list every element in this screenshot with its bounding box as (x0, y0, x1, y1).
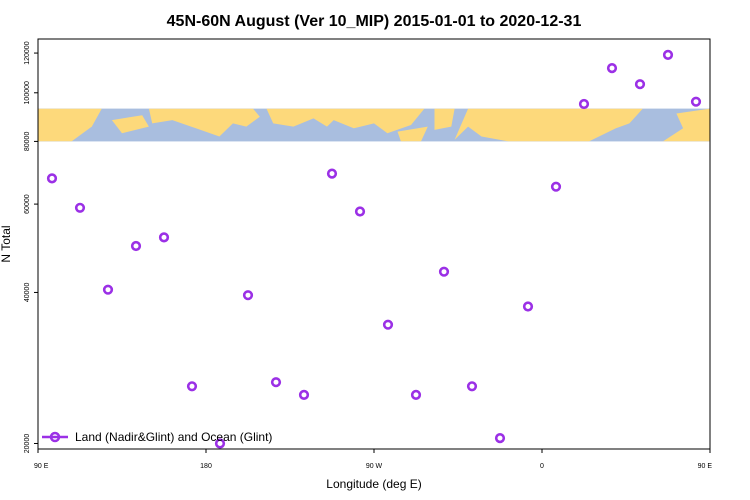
data-point (522, 301, 534, 312)
data-point (494, 433, 506, 444)
data-point (74, 202, 86, 213)
data-point (550, 181, 562, 192)
x-axis-label: Longitude (deg E) (326, 477, 421, 491)
x-tick-label: 90 W (366, 463, 383, 470)
map-land (454, 108, 643, 142)
data-point (438, 266, 450, 277)
data-point (102, 284, 114, 295)
data-point (214, 438, 226, 449)
data-points (46, 49, 702, 449)
data-point (354, 206, 366, 217)
data-point (662, 49, 674, 61)
y-tick-label: 60000 (24, 194, 31, 214)
data-point (158, 232, 170, 243)
x-tick-label: 180 (200, 463, 212, 470)
map-land (397, 126, 428, 142)
chart-title: 45N-60N August (Ver 10_MIP) 2015-01-01 t… (167, 13, 582, 30)
map-land (111, 115, 149, 134)
data-point (466, 381, 478, 392)
data-point (382, 319, 394, 330)
y-tick-label: 20000 (24, 434, 31, 454)
data-point (270, 377, 282, 388)
data-point (46, 173, 58, 184)
map-land (148, 108, 260, 137)
data-point (298, 389, 310, 401)
map-land (266, 108, 425, 134)
data-point (634, 79, 646, 90)
y-tick-label: 100000 (24, 81, 31, 104)
map-land (434, 108, 455, 130)
y-tick-label: 80000 (24, 132, 31, 152)
y-axis-label: N Total (0, 225, 13, 262)
x-tick-label: 90 E (698, 463, 713, 470)
map-land (663, 108, 710, 142)
data-point (326, 168, 338, 179)
legend-marker (49, 431, 61, 443)
y-tick-label: 40000 (24, 283, 31, 303)
data-point (186, 381, 198, 392)
data-point (578, 98, 590, 110)
x-tick-label: 0 (540, 463, 544, 470)
data-point (130, 240, 142, 252)
data-point (690, 96, 702, 107)
data-point (606, 62, 618, 74)
y-tick-label: 120000 (24, 41, 31, 64)
y-axis: 20000 40000 60000 80000 100000 120000 (24, 41, 38, 453)
map-land (38, 108, 102, 142)
x-tick-label: 90 E (34, 463, 49, 470)
data-point (410, 389, 422, 401)
legend-label: Land (Nadir&Glint) and Ocean (Glint) (75, 430, 272, 444)
data-point (242, 290, 254, 301)
world-map-strip (38, 108, 710, 142)
legend: Land (Nadir&Glint) and Ocean (Glint) (42, 430, 272, 444)
